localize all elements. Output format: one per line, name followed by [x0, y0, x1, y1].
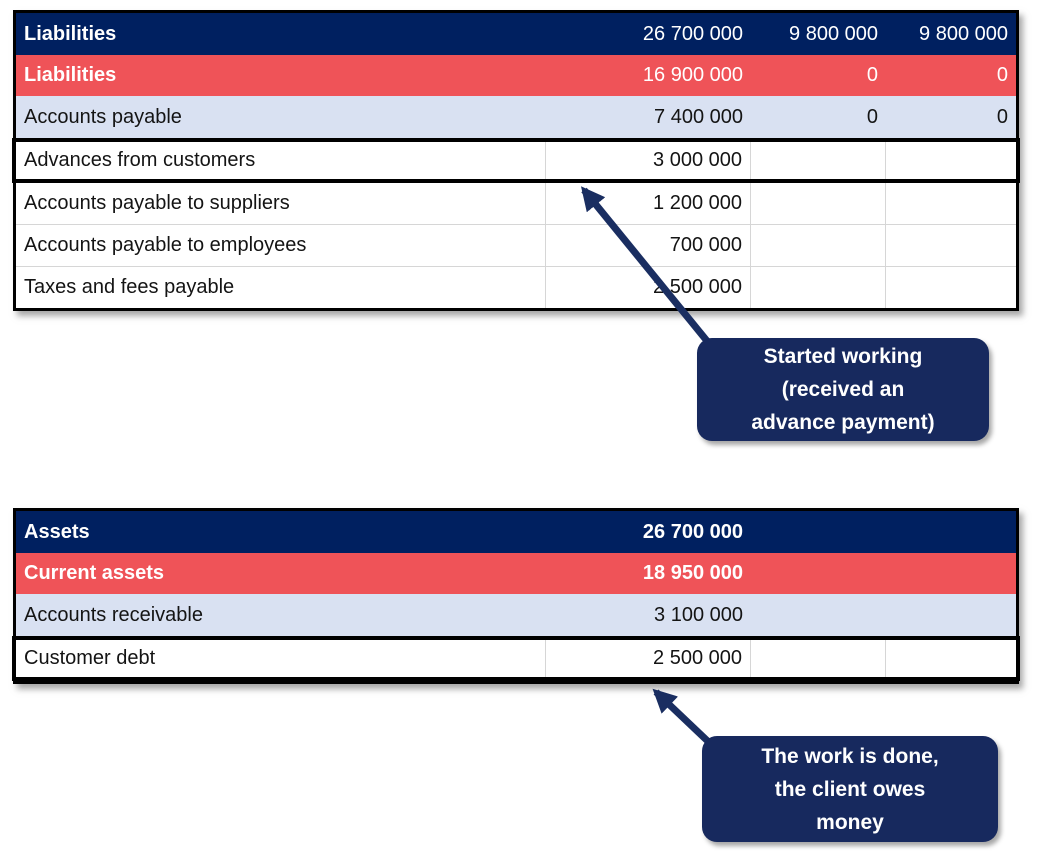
row-label-cell[interactable]: Accounts payable to employees — [16, 225, 546, 266]
row-value-cell[interactable]: 0 — [996, 64, 1008, 86]
row-label-cell[interactable]: Taxes and fees payable — [16, 267, 546, 308]
row-label-cell[interactable]: Customer debt — [16, 640, 546, 677]
table-row: Advances from customers 3 000 000 — [12, 138, 1020, 183]
row-value-cell[interactable] — [886, 594, 1016, 636]
liabilities-table: Liabilities 26 700 000 9 800 000 9 800 000 L… — [12, 10, 1020, 311]
table-row: Current assets 18 950 000 — [16, 553, 1016, 594]
row-label-cell[interactable]: Current assets — [24, 562, 165, 584]
table-header-row: Assets 26 700 000 — [16, 511, 1016, 553]
row-value-cell[interactable]: 700 000 — [546, 225, 751, 266]
row-value-cell[interactable]: 7 400 000 — [654, 105, 743, 128]
callout-text-line: money — [816, 810, 884, 834]
row-value-cell[interactable]: 0 — [996, 105, 1008, 128]
header-value-cell[interactable] — [751, 511, 886, 553]
row-value-cell[interactable] — [886, 553, 1016, 594]
row-label-cell[interactable]: Accounts payable — [24, 105, 182, 128]
table-row: Accounts payable 7 400 000 0 0 — [16, 96, 1016, 138]
callout-text-line: the client owes — [774, 777, 926, 801]
table-row: Customer debt 2 500 000 — [12, 636, 1020, 681]
row-value-cell[interactable] — [886, 183, 1016, 224]
header-value-cell[interactable]: 26 700 000 — [642, 22, 743, 45]
row-value-cell[interactable] — [886, 267, 1016, 308]
row-value-cell[interactable]: 3 000 000 — [546, 142, 751, 179]
callout-text-line: The work is done, — [761, 744, 939, 768]
callout-work-done: The work is done, the client owes money — [702, 736, 998, 842]
header-value-cell[interactable]: 9 800 000 — [919, 22, 1008, 45]
header-value-cell[interactable] — [886, 511, 1016, 553]
header-label-cell[interactable]: Liabilities — [24, 22, 117, 45]
header-label-cell[interactable]: Assets — [24, 520, 90, 543]
callout-text-line: advance payment) — [751, 411, 935, 434]
row-value-cell[interactable]: 18 950 000 — [642, 562, 743, 584]
row-value-cell[interactable] — [751, 183, 886, 224]
row-value-cell[interactable]: 0 — [866, 64, 878, 86]
row-value-cell[interactable] — [886, 640, 1016, 677]
row-value-cell[interactable]: 0 — [866, 105, 878, 128]
row-value-cell[interactable] — [751, 640, 886, 677]
callout-text-line: Started working — [763, 345, 923, 368]
row-label-cell[interactable]: Accounts payable to suppliers — [16, 183, 546, 224]
row-label-cell[interactable]: Liabilities — [24, 64, 117, 86]
table-header-row: Liabilities 26 700 000 9 800 000 9 800 000 — [16, 13, 1016, 55]
row-value-cell[interactable] — [886, 225, 1016, 266]
assets-table: Assets 26 700 000 Current assets 18 950 000… — [12, 508, 1020, 684]
table-row: Accounts receivable 3 100 000 — [16, 594, 1016, 636]
table-row: Taxes and fees payable 2 500 000 — [16, 266, 1016, 308]
row-value-cell[interactable] — [751, 267, 886, 308]
row-value-cell[interactable] — [886, 142, 1016, 179]
row-value-cell[interactable] — [751, 225, 886, 266]
row-value-cell[interactable] — [751, 594, 886, 636]
row-value-cell[interactable]: 2 500 000 — [546, 267, 751, 308]
callout-started-working: Started working (received an advance payme… — [697, 338, 989, 441]
row-value-cell[interactable]: 16 900 000 — [642, 64, 743, 86]
row-label-cell[interactable]: Advances from customers — [16, 142, 546, 179]
callout-text-line: (received an — [781, 378, 905, 401]
table-row: Liabilities 16 900 000 0 0 — [16, 55, 1016, 96]
row-value-cell[interactable] — [751, 553, 886, 594]
table-row: Accounts payable to suppliers 1 200 000 — [16, 183, 1016, 224]
header-value-cell[interactable]: 26 700 000 — [642, 520, 743, 543]
row-value-cell[interactable] — [751, 142, 886, 179]
header-value-cell[interactable]: 9 800 000 — [789, 22, 878, 45]
row-label-cell[interactable]: Accounts receivable — [24, 603, 203, 626]
row-value-cell[interactable]: 2 500 000 — [546, 640, 751, 677]
table-row: Accounts payable to employees 700 000 — [16, 224, 1016, 266]
row-value-cell[interactable]: 1 200 000 — [546, 183, 751, 224]
row-value-cell[interactable]: 3 100 000 — [654, 603, 743, 626]
